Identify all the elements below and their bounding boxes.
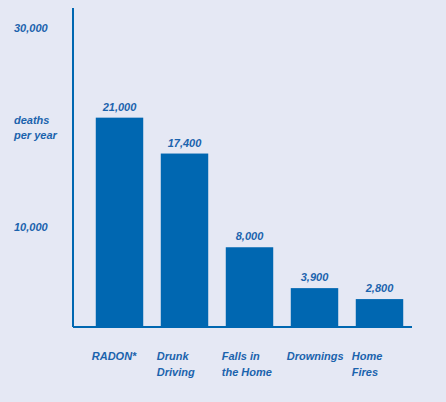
y-tick-label: 10,000 [14,221,49,233]
category-label-line: Drunk [157,350,190,362]
bar [96,118,143,327]
chart-svg: 10,000 30,000 deaths per year 21,000 17,400 8,… [0,0,446,402]
category-label: RADON* [92,350,137,362]
category-label-line: the Home [222,366,272,378]
y-axis [72,8,74,327]
y-tick-label: 30,000 [14,22,49,34]
bar [356,299,403,327]
category-label-line: Fires [352,366,378,378]
x-axis [73,326,412,328]
data-label: 3,900 [301,271,329,283]
category-label: Falls in the Home [222,350,272,378]
data-label: 17,400 [168,137,203,149]
category-label-line: Home [352,350,383,362]
category-label-line: RADON* [92,350,137,362]
bars [96,118,403,327]
data-label: 8,000 [236,230,264,242]
category-label: Drunk Driving [157,350,195,378]
y-axis-label-line: per year [13,129,58,141]
chart-container: 10,000 30,000 deaths per year 21,000 17,400 8,… [0,0,446,402]
category-label-line: Drownings [287,350,344,362]
y-axis-label: deaths per year [13,114,58,141]
y-axis-label-line: deaths [14,114,49,126]
bar [226,247,273,327]
data-label: 2,800 [365,282,394,294]
bar [291,288,338,327]
category-label: Drownings [287,350,344,362]
category-label-line: Falls in [222,350,260,362]
data-label: 21,000 [102,101,138,113]
category-label-line: Driving [157,366,195,378]
category-label: Home Fires [352,350,383,378]
bar [161,154,208,327]
